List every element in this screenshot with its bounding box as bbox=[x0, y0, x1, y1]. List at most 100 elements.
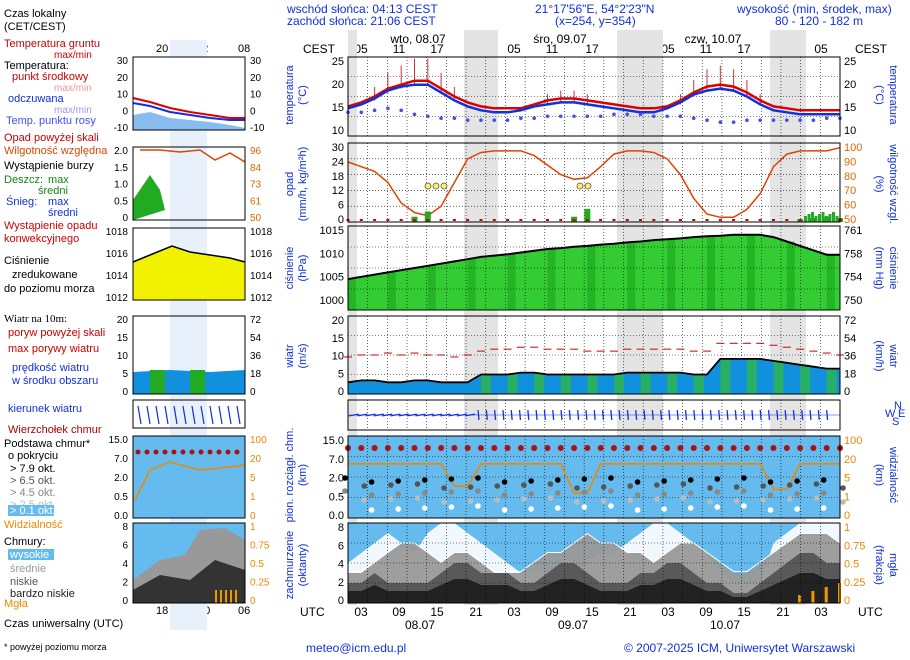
precip-occurrence bbox=[386, 219, 390, 221]
legend-rain-avg: średni bbox=[38, 185, 68, 197]
legend-y-tick: 61 bbox=[250, 196, 262, 207]
y-tick-label: 1 bbox=[844, 491, 850, 503]
legend-wind-arrow bbox=[137, 405, 142, 425]
precip-occurrence bbox=[745, 219, 749, 221]
y-tick-label: 0 bbox=[338, 214, 344, 226]
cloud-base-dot bbox=[760, 497, 767, 503]
y-tick-label: 15 bbox=[332, 333, 344, 345]
y-tick-label: 6 bbox=[338, 540, 344, 552]
cloud-base-dot bbox=[634, 507, 641, 513]
dew-point bbox=[532, 116, 536, 121]
precip-occurrence bbox=[599, 219, 603, 221]
legend-soil-2: max/min bbox=[54, 50, 92, 61]
cloud-base-dot bbox=[733, 498, 740, 504]
legend-cl-mid: średnie bbox=[10, 563, 46, 575]
cloud-base-dot bbox=[840, 499, 846, 505]
footer: meteo@icm.edu.pl © 2007-2025 ICM, Uniwer… bbox=[306, 641, 855, 655]
pressure-r-title: ciśnienie bbox=[887, 247, 899, 290]
legend-pressure: Ciśnienie bbox=[4, 255, 49, 267]
legend-y-tick: 5 bbox=[250, 473, 256, 484]
dew-point bbox=[718, 120, 723, 124]
cloud-top-dot bbox=[597, 445, 604, 451]
legend-wind-arrow bbox=[218, 405, 223, 425]
cloud-base-dot bbox=[820, 505, 827, 511]
legend-y-tick: 54 bbox=[250, 333, 262, 344]
utc-day-label: 08.07 bbox=[405, 618, 435, 632]
footer-email[interactable]: meteo@icm.edu.pl bbox=[306, 641, 406, 655]
legend-y-tick: 1012 bbox=[106, 293, 129, 304]
legend-y-tick: 0.25 bbox=[250, 578, 270, 589]
y-tick-label: 15 bbox=[332, 102, 344, 114]
wind-shade bbox=[480, 374, 491, 394]
precip-occurrence bbox=[492, 219, 496, 221]
legend-y-tick: 10 bbox=[250, 90, 262, 101]
y-tick-label: 2 bbox=[338, 577, 344, 589]
y-tick-label: 90 bbox=[844, 156, 856, 168]
cloud-base-dot bbox=[687, 505, 694, 511]
cloud-base-dot bbox=[448, 489, 455, 495]
clouds-title: zachmurzenie bbox=[284, 531, 296, 599]
rain-bar bbox=[807, 214, 811, 222]
pressure-r-unit: (mm Hg) bbox=[873, 247, 885, 290]
cloud-base-dot bbox=[521, 482, 527, 488]
grid-point: (x=254, y=354) bbox=[555, 14, 636, 28]
precip-occurrence bbox=[732, 219, 736, 221]
legend-y-tick: 20 bbox=[117, 73, 129, 84]
cloud-base-dot bbox=[581, 489, 588, 495]
dew-point bbox=[811, 118, 816, 122]
day-label: wto, 08.07 bbox=[389, 32, 446, 46]
legend-okt: > 4.5 okt. bbox=[10, 487, 56, 499]
cloud-top-dot bbox=[571, 445, 578, 451]
storm-marker bbox=[440, 182, 448, 190]
wind-unit: (m/s) bbox=[297, 343, 309, 368]
cloud-base-dot bbox=[707, 485, 713, 491]
cloud-base-dot bbox=[714, 489, 721, 495]
compass-e: E bbox=[898, 408, 905, 420]
y-tick-label: 6 bbox=[338, 200, 344, 212]
cloud-base-dot bbox=[448, 504, 455, 510]
cloud-top-dot bbox=[358, 445, 365, 451]
y-tick-label: 20 bbox=[332, 315, 344, 327]
cloud-base-dot bbox=[574, 499, 580, 505]
temp-title-right: (°C) bbox=[873, 85, 885, 105]
cloud-base-dot bbox=[361, 483, 368, 489]
dew-point bbox=[798, 118, 802, 122]
cloud-top-dot bbox=[477, 445, 484, 451]
cloud-base-dot bbox=[501, 507, 508, 513]
legend-temp-range: max/min bbox=[54, 83, 92, 94]
cloud-base-dot bbox=[627, 497, 634, 503]
cloud-base-dot bbox=[733, 484, 740, 490]
dew-point bbox=[598, 114, 603, 119]
legend-wind10: Wiatr na 10m: bbox=[4, 313, 67, 325]
cloud-base-dot bbox=[741, 503, 747, 509]
y-tick-label: 80 bbox=[844, 171, 856, 183]
dew-point bbox=[452, 116, 457, 121]
rh-unit: (%) bbox=[873, 175, 885, 192]
legend-cloud-top-dot bbox=[189, 449, 195, 455]
hour-utc-tick: 15 bbox=[585, 605, 599, 619]
dew-point bbox=[691, 116, 696, 121]
cloud-base-dot bbox=[547, 495, 554, 501]
legend-y-tick: 0 bbox=[122, 106, 128, 117]
y-tick-label: 12 bbox=[332, 185, 344, 197]
cloud-base-dot bbox=[707, 499, 713, 505]
legend-y-tick: 84 bbox=[250, 163, 262, 174]
cloud-base-dot bbox=[574, 485, 580, 491]
cloud-base-dot bbox=[794, 491, 800, 497]
fog-bar bbox=[824, 587, 828, 603]
pressure-shade bbox=[387, 272, 396, 310]
cloud-mid-line bbox=[348, 532, 841, 572]
legend-y-tick: 1018 bbox=[250, 227, 273, 238]
rain-bar bbox=[811, 212, 814, 222]
cloud-base-dot bbox=[528, 506, 534, 512]
cloud-base-dot bbox=[395, 506, 401, 512]
precip-occurrence bbox=[506, 219, 510, 221]
cloud-top-dot bbox=[398, 445, 405, 451]
cloud-base-dot bbox=[554, 490, 561, 496]
y-tick-label: 70 bbox=[844, 185, 856, 197]
cloud-base-dot bbox=[441, 499, 447, 505]
legend-fog-bar bbox=[230, 590, 232, 603]
legend-pressure-area bbox=[133, 246, 245, 300]
legend-y-tick: 0 bbox=[250, 106, 256, 117]
